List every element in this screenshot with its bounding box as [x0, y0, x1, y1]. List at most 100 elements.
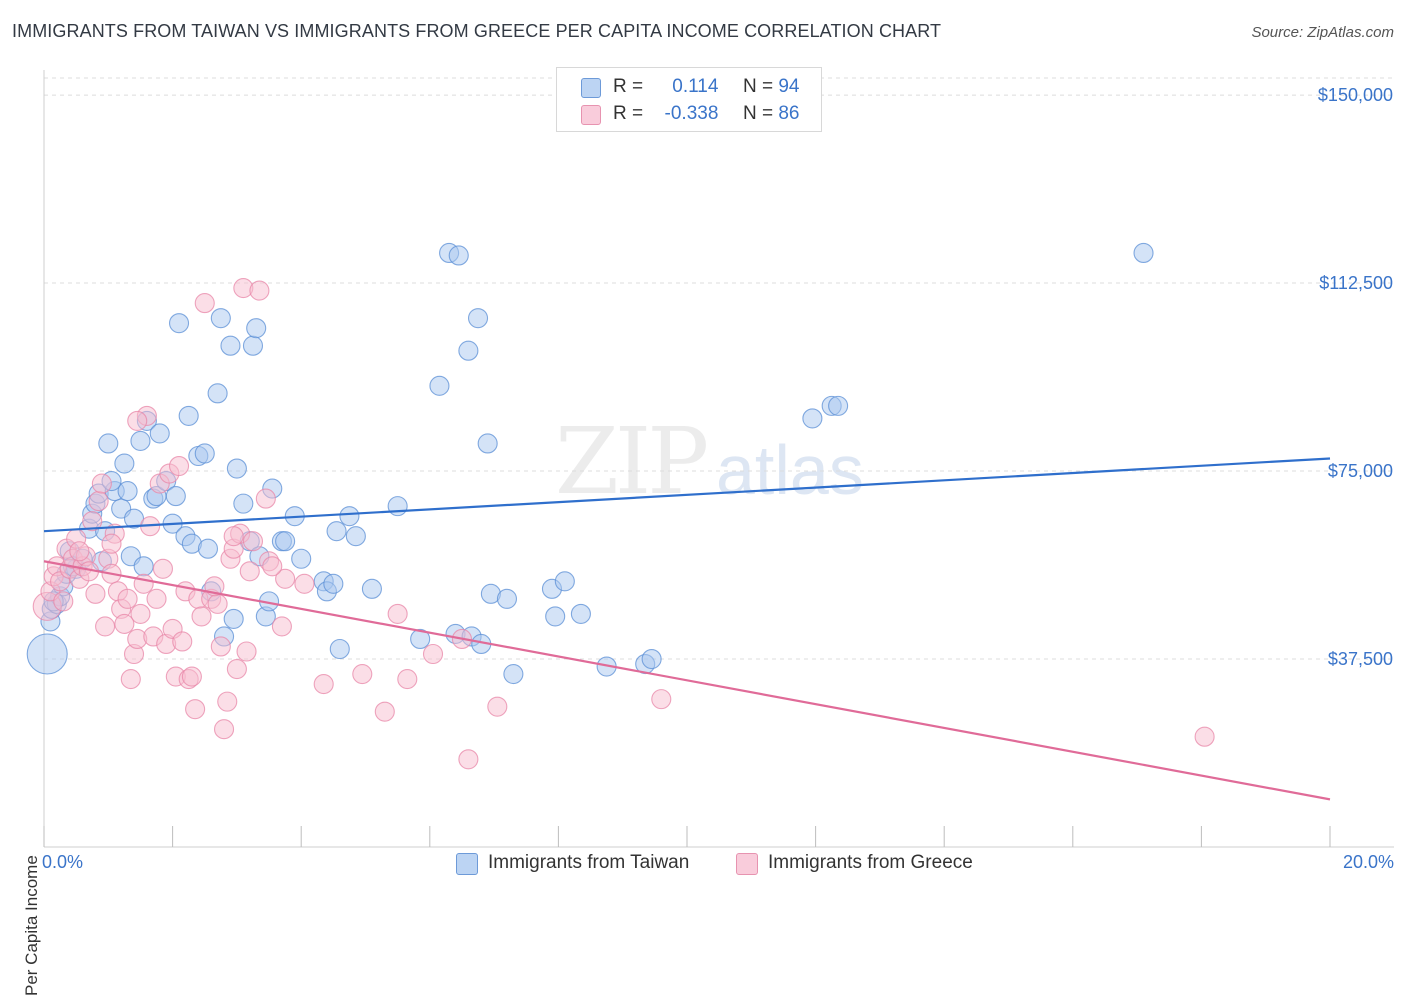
taiwan-point [275, 531, 296, 552]
greece-point [133, 573, 154, 594]
x-tick-label-max: 20.0% [1342, 852, 1394, 872]
bottom-greece-swatch [736, 853, 758, 875]
taiwan-point [26, 633, 68, 675]
taiwan-point [345, 526, 366, 547]
greece-point [1194, 726, 1215, 747]
greece-point [651, 689, 672, 710]
legend-taiwan-r-label: R = [613, 76, 644, 97]
greece-point [313, 674, 334, 695]
greece-point [127, 410, 148, 431]
greece-point [242, 531, 264, 552]
taiwan-point [545, 606, 566, 627]
taiwan-point [133, 556, 154, 577]
taiwan-point [329, 638, 350, 660]
legend-taiwan-n-value: 94 [778, 76, 800, 97]
taiwan-point [226, 458, 247, 479]
greece-point [146, 588, 167, 609]
taiwan-point [641, 648, 662, 670]
greece-point [397, 669, 418, 690]
legend-taiwan-text: R = 0.114 N = 94 [613, 76, 799, 98]
source-label: Source: ZipAtlas.com [1251, 24, 1394, 41]
taiwan-point [467, 308, 489, 329]
greece-point [226, 658, 247, 680]
taiwan-point [242, 335, 264, 356]
taiwan-point [496, 588, 518, 609]
taiwan-point [1133, 242, 1154, 264]
greece-point [191, 606, 212, 627]
taiwan-point [98, 433, 119, 454]
taiwan-point [387, 496, 408, 517]
greece-point [114, 613, 135, 634]
taiwan-point [477, 433, 498, 454]
legend-greece-text: R = -0.338 N = 86 [613, 103, 799, 125]
greece-point [255, 488, 276, 509]
taiwan-point [149, 423, 170, 444]
taiwan-point [168, 313, 190, 334]
legend-greece-n-value: 86 [778, 103, 800, 124]
taiwan-point [210, 308, 231, 329]
taiwan-swatch [581, 78, 601, 98]
greece-point [249, 280, 270, 301]
greece-point [172, 631, 193, 652]
greece-point [185, 699, 206, 720]
taiwan-point [410, 628, 431, 650]
taiwan-point [197, 538, 219, 559]
greece-point [422, 643, 444, 665]
legend-taiwan-n-label: N = [742, 76, 774, 97]
taiwan-point [570, 603, 591, 624]
greece-swatch [581, 105, 601, 125]
taiwan-point [114, 453, 135, 474]
bottom-taiwan-label: Immigrants from Taiwan [488, 852, 690, 873]
taiwan-point [448, 245, 469, 266]
greece-point [168, 455, 190, 477]
legend-greece-n-label: N = [742, 103, 774, 124]
greece-point [374, 701, 395, 722]
taiwan-point [178, 405, 199, 426]
greece-point [207, 593, 228, 614]
greece-point [181, 666, 202, 687]
greece-point [275, 568, 296, 589]
greece-point [152, 558, 174, 579]
greece-point [262, 556, 283, 577]
legend-greece-r-value: -0.338 [664, 103, 719, 124]
taiwan-point [246, 318, 267, 339]
taiwan-point [165, 486, 186, 507]
greece-point [487, 696, 508, 717]
greece-point [88, 491, 109, 512]
greece-point [117, 588, 138, 609]
watermark-atlas: atlas [716, 431, 864, 509]
greece-point [82, 511, 103, 532]
greece-point [120, 669, 141, 690]
greece-point [85, 583, 106, 604]
taiwan-point [130, 430, 151, 452]
greece-point [194, 293, 215, 314]
greece-point [223, 526, 244, 547]
y-tick-label: $75,000 [1328, 461, 1393, 481]
y-axis-label: Per Capita Income [22, 855, 41, 996]
taiwan-point [326, 521, 347, 542]
greece-point [130, 603, 151, 624]
taiwan-point [554, 571, 575, 592]
greece-point [271, 616, 292, 637]
greece-point [91, 473, 112, 494]
y-tick-label: $37,500 [1328, 649, 1393, 669]
legend-greece-r-label: R = [613, 103, 644, 124]
greece-point [217, 691, 238, 712]
taiwan-trend-line [43, 457, 1331, 533]
taiwan-point [361, 578, 382, 599]
greece-point [95, 616, 116, 637]
y-tick-label: $150,000 [1318, 85, 1393, 105]
correlation-legend: R = 0.114 N = 94 R = -0.338 N = 86 [556, 67, 822, 132]
greece-point [210, 636, 231, 657]
greece-point [352, 664, 373, 685]
greece-point [53, 591, 74, 612]
bottom-greece-label: Immigrants from Greece [768, 852, 973, 873]
greece-trend-line [43, 560, 1331, 801]
taiwan-point [802, 408, 823, 429]
greece-point [387, 603, 408, 624]
greece-point [236, 641, 257, 662]
chart-title: IMMIGRANTS FROM TAIWAN VS IMMIGRANTS FRO… [12, 21, 942, 41]
taiwan-point [503, 664, 524, 685]
bottom-taiwan-swatch [456, 853, 478, 875]
taiwan-point [233, 493, 254, 514]
